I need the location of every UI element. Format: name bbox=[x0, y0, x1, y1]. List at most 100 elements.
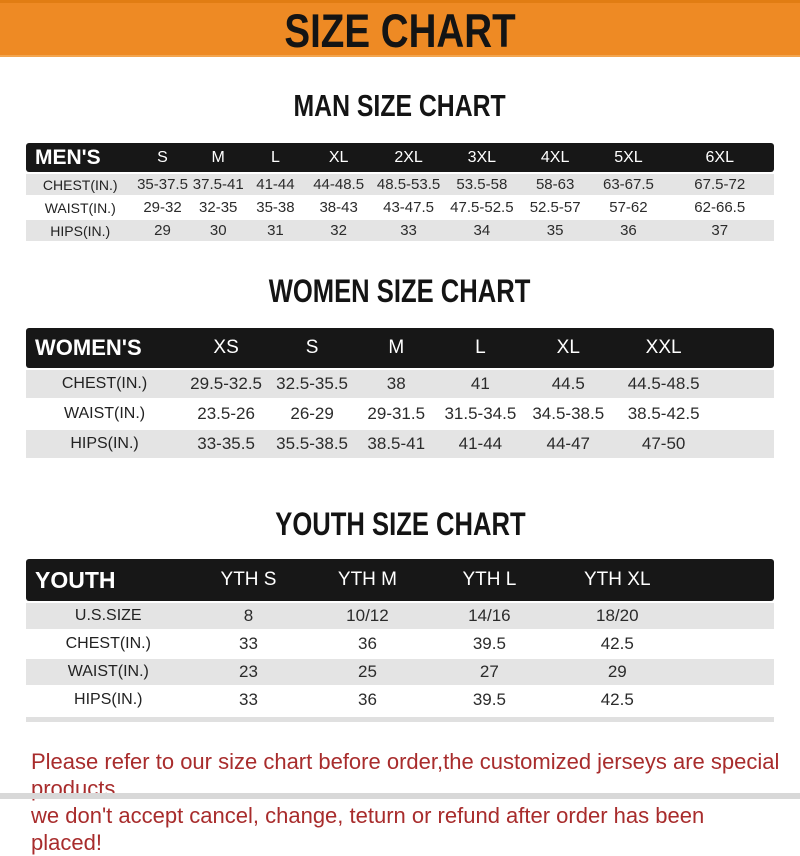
size-cell: 38 bbox=[355, 370, 438, 398]
size-cell: 52.5-57 bbox=[518, 197, 592, 218]
column-header: S bbox=[134, 143, 191, 172]
men-section: MAN SIZE CHART MEN'S S M L XL 2XL 3XL 4X… bbox=[0, 88, 800, 243]
size-cell: 35 bbox=[518, 220, 592, 241]
size-cell: 38.5-42.5 bbox=[613, 400, 715, 428]
column-header: L bbox=[245, 143, 305, 172]
size-cell bbox=[714, 400, 774, 428]
size-cell: 35-37.5 bbox=[134, 174, 191, 195]
column-header: 2XL bbox=[372, 143, 445, 172]
size-cell: 29-32 bbox=[134, 197, 191, 218]
table-row: CHEST(IN.) 29.5-32.5 32.5-35.5 38 41 44.… bbox=[26, 370, 774, 398]
row-label: CHEST(IN.) bbox=[26, 631, 191, 657]
size-cell: 33 bbox=[372, 220, 445, 241]
size-cell: 14/16 bbox=[428, 603, 551, 629]
column-header: L bbox=[437, 328, 524, 368]
size-cell: 18/20 bbox=[550, 603, 685, 629]
row-label: WAIST(IN.) bbox=[26, 400, 184, 428]
size-cell: 23.5-26 bbox=[183, 400, 270, 428]
size-cell: 33 bbox=[190, 687, 307, 713]
women-header-row: WOMEN'S XS S M L XL XXL bbox=[26, 328, 774, 368]
size-cell: 67.5-72 bbox=[665, 174, 774, 195]
women-size-table: WOMEN'S XS S M L XL XXL CHEST(IN.) 29.5-… bbox=[26, 326, 774, 460]
size-cell: 37 bbox=[665, 220, 774, 241]
column-header: XL bbox=[304, 143, 373, 172]
column-header: YTH S bbox=[190, 559, 307, 601]
table-row: HIPS(IN.) 33 36 39.5 42.5 bbox=[26, 687, 774, 713]
size-cell: 27 bbox=[428, 659, 551, 685]
size-cell: 34.5-38.5 bbox=[523, 400, 614, 428]
column-header: XS bbox=[183, 328, 270, 368]
table-row: U.S.SIZE 8 10/12 14/16 18/20 bbox=[26, 603, 774, 629]
size-cell: 62-66.5 bbox=[665, 197, 774, 218]
size-cell: 42.5 bbox=[550, 631, 685, 657]
table-row: CHEST(IN.) 35-37.5 37.5-41 41-44 44-48.5… bbox=[26, 174, 774, 195]
size-cell: 38-43 bbox=[304, 197, 373, 218]
note-line: Please refer to our size chart before or… bbox=[31, 749, 780, 801]
size-cell: 26-29 bbox=[269, 400, 356, 428]
size-cell: 32.5-35.5 bbox=[269, 370, 356, 398]
row-label: HIPS(IN.) bbox=[26, 687, 191, 713]
men-heading-text: MAN SIZE CHART bbox=[293, 88, 507, 123]
column-header: XL bbox=[523, 328, 614, 368]
size-cell: 42.5 bbox=[550, 687, 685, 713]
size-cell: 44-48.5 bbox=[304, 174, 373, 195]
note-line: we don't accept cancel, change, teturn o… bbox=[31, 803, 705, 855]
men-size-table: MEN'S S M L XL 2XL 3XL 4XL 5XL 6XL CHEST… bbox=[26, 141, 774, 243]
row-label: U.S.SIZE bbox=[26, 603, 191, 629]
size-cell bbox=[684, 659, 774, 685]
women-section: WOMEN SIZE CHART WOMEN'S XS S M L XL XXL… bbox=[0, 273, 800, 460]
size-cell: 29.5-32.5 bbox=[183, 370, 270, 398]
size-cell: 35-38 bbox=[245, 197, 305, 218]
column-header: YTH L bbox=[428, 559, 551, 601]
column-header: YTH XL bbox=[550, 559, 685, 601]
footer-stripe bbox=[0, 793, 800, 799]
size-cell: 38.5-41 bbox=[355, 430, 438, 458]
table-row: WAIST(IN.) 29-32 32-35 35-38 38-43 43-47… bbox=[26, 197, 774, 218]
size-cell: 35.5-38.5 bbox=[269, 430, 356, 458]
column-header: XXL bbox=[613, 328, 715, 368]
column-header: 3XL bbox=[444, 143, 519, 172]
size-cell: 36 bbox=[591, 220, 666, 241]
youth-size-table: YOUTH YTH S YTH M YTH L YTH XL U.S.SIZE … bbox=[26, 557, 774, 715]
size-cell bbox=[714, 370, 774, 398]
size-cell: 47-50 bbox=[613, 430, 715, 458]
row-label: HIPS(IN.) bbox=[26, 430, 184, 458]
size-cell: 63-67.5 bbox=[591, 174, 666, 195]
men-header-row: MEN'S S M L XL 2XL 3XL 4XL 5XL 6XL bbox=[26, 143, 774, 172]
size-cell: 47.5-52.5 bbox=[444, 197, 519, 218]
size-cell: 36 bbox=[306, 687, 429, 713]
table-row: WAIST(IN.) 23.5-26 26-29 29-31.5 31.5-34… bbox=[26, 400, 774, 428]
youth-heading-text: YOUTH SIZE CHART bbox=[274, 506, 526, 542]
size-cell: 58-63 bbox=[518, 174, 592, 195]
size-cell: 33-35.5 bbox=[183, 430, 270, 458]
header-spacer bbox=[684, 559, 774, 601]
size-cell bbox=[684, 687, 774, 713]
women-heading-text: WOMEN SIZE CHART bbox=[269, 273, 531, 309]
size-chart-banner: SIZE CHART bbox=[0, 0, 800, 57]
size-cell: 37.5-41 bbox=[190, 174, 246, 195]
size-cell: 33 bbox=[190, 631, 307, 657]
size-cell: 44.5 bbox=[523, 370, 614, 398]
table-row: HIPS(IN.) 33-35.5 35.5-38.5 38.5-41 41-4… bbox=[26, 430, 774, 458]
size-cell: 44-47 bbox=[523, 430, 614, 458]
row-label: HIPS(IN.) bbox=[26, 220, 135, 241]
size-cell: 44.5-48.5 bbox=[613, 370, 715, 398]
column-header: 4XL bbox=[518, 143, 592, 172]
row-label: CHEST(IN.) bbox=[26, 370, 184, 398]
size-cell: 32 bbox=[304, 220, 373, 241]
row-label: WAIST(IN.) bbox=[26, 659, 191, 685]
youth-heading: YOUTH SIZE CHART bbox=[0, 506, 800, 543]
size-cell: 39.5 bbox=[428, 687, 551, 713]
table-row: WAIST(IN.) 23 25 27 29 bbox=[26, 659, 774, 685]
size-cell bbox=[684, 631, 774, 657]
column-header: 5XL bbox=[591, 143, 666, 172]
row-label: CHEST(IN.) bbox=[26, 174, 135, 195]
size-cell: 36 bbox=[306, 631, 429, 657]
youth-section: YOUTH SIZE CHART YOUTH YTH S YTH M YTH L… bbox=[0, 506, 800, 722]
women-table-label: WOMEN'S bbox=[26, 328, 184, 368]
size-cell: 34 bbox=[444, 220, 519, 241]
size-cell: 32-35 bbox=[190, 197, 246, 218]
size-cell: 31 bbox=[245, 220, 305, 241]
column-header: 6XL bbox=[665, 143, 774, 172]
size-cell bbox=[714, 430, 774, 458]
